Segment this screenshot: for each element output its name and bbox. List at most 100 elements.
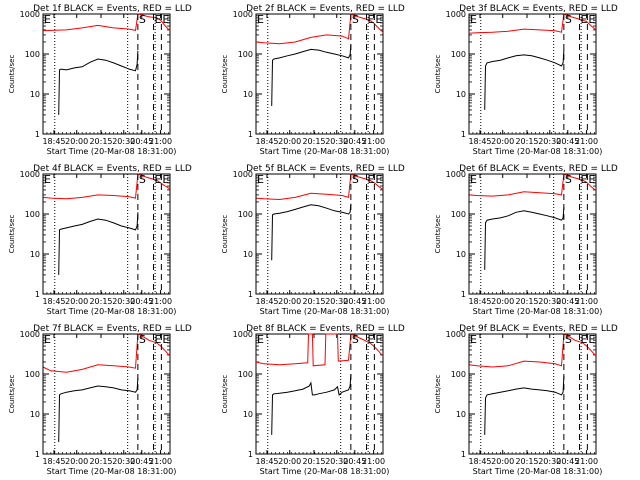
- lld-series-line: [255, 333, 384, 367]
- x-tick-label: 18:45: [255, 457, 278, 466]
- y-tick-label: 10: [243, 90, 253, 99]
- lld-series-line: [42, 173, 171, 200]
- x-tick-label: 20:00: [65, 137, 88, 146]
- y-axis-label: Counts/sec: [8, 375, 16, 414]
- x-tick-label: 20:15: [515, 297, 538, 306]
- x-tick-label: 21:00: [149, 137, 172, 146]
- y-tick-label: 1: [35, 450, 40, 459]
- y-tick-label: 1: [248, 130, 253, 139]
- x-tick-label: 18:45: [255, 137, 278, 146]
- chart-panel-1: Det 1f BLACK = Events, RED = LLD 1 10 100 10…: [8, 4, 192, 156]
- x-tick-label: 20:00: [65, 457, 88, 466]
- event-marker-label: S: [139, 333, 146, 346]
- y-tick-label: 1000: [233, 10, 253, 19]
- event-marker-label: E: [162, 173, 169, 186]
- plot-frame: [468, 333, 597, 455]
- y-tick-label: 10: [30, 250, 40, 259]
- x-tick-label: 20:00: [491, 457, 514, 466]
- x-axis-label: Start Time (20-Mar-08 18:31:00): [260, 467, 390, 476]
- lld-series-line: [255, 13, 384, 45]
- y-tick-label: 1000: [446, 10, 466, 19]
- chart-title: Det 6f BLACK = Events, RED = LLD: [459, 164, 618, 174]
- event-marker-label: E: [155, 173, 162, 186]
- x-tick-label: 20:15: [515, 457, 538, 466]
- chart-panel-7: Det 7f BLACK = Events, RED = LLD 1 10 100 10…: [8, 324, 192, 476]
- chart-title: Det 1f BLACK = Events, RED = LLD: [33, 4, 192, 14]
- event-marker-label: S: [565, 333, 572, 346]
- y-axis-label: Counts/sec: [221, 215, 229, 254]
- y-tick-label: 100: [238, 50, 253, 59]
- x-tick-label: 20:45: [343, 137, 366, 146]
- x-tick-label: 20:30: [112, 297, 135, 306]
- x-tick-label: 21:00: [575, 137, 598, 146]
- event-marker-label: S: [565, 173, 572, 186]
- y-tick-label: 100: [25, 370, 40, 379]
- x-tick-label: 20:30: [325, 137, 348, 146]
- event-marker-label: E: [375, 13, 382, 26]
- event-marker-label: E: [44, 13, 51, 26]
- x-tick-label: 18:45: [468, 457, 491, 466]
- chart-title: Det 5f BLACK = Events, RED = LLD: [246, 164, 405, 174]
- x-tick-label: 20:45: [343, 457, 366, 466]
- x-tick-label: 20:15: [89, 297, 112, 306]
- x-axis-label: Start Time (20-Mar-08 18:31:00): [260, 147, 390, 156]
- event-marker-label: E: [470, 173, 477, 186]
- event-marker-label: E: [162, 13, 169, 26]
- event-marker-label: E: [368, 173, 375, 186]
- x-tick-label: 20:45: [556, 137, 579, 146]
- y-tick-label: 1000: [233, 170, 253, 179]
- event-marker-label: S: [352, 333, 359, 346]
- x-tick-label: 20:15: [89, 137, 112, 146]
- y-tick-label: 1: [248, 450, 253, 459]
- event-marker-label: E: [470, 13, 477, 26]
- event-marker-label: E: [368, 13, 375, 26]
- x-axis-label: Start Time (20-Mar-08 18:31:00): [260, 307, 390, 316]
- events-series-line: [58, 212, 139, 275]
- event-marker-label: E: [257, 13, 264, 26]
- plot-frame: [255, 173, 384, 295]
- x-tick-label: 20:15: [302, 297, 325, 306]
- x-axis-label: Start Time (20-Mar-08 18:31:00): [473, 147, 603, 156]
- chart-title: Det 9f BLACK = Events, RED = LLD: [459, 324, 618, 334]
- chart-title: Det 2f BLACK = Events, RED = LLD: [246, 4, 405, 14]
- x-tick-label: 21:00: [362, 137, 385, 146]
- y-tick-label: 100: [451, 370, 466, 379]
- y-tick-label: 10: [456, 90, 466, 99]
- x-tick-label: 20:30: [325, 297, 348, 306]
- lld-series-line: [468, 333, 597, 368]
- chart-panel-4: Det 4f BLACK = Events, RED = LLD 1 10 100 10…: [8, 164, 192, 316]
- x-tick-label: 21:00: [575, 457, 598, 466]
- chart-panel-8: Det 8f BLACK = Events, RED = LLD 1 10 100 10…: [221, 324, 405, 476]
- x-tick-label: 18:45: [468, 137, 491, 146]
- x-tick-label: 18:45: [42, 137, 65, 146]
- y-axis-label: Counts/sec: [434, 215, 442, 254]
- x-tick-label: 20:45: [130, 297, 153, 306]
- y-axis-label: Counts/sec: [221, 55, 229, 94]
- events-series-line: [271, 373, 352, 435]
- chart-panel-9: Det 9f BLACK = Events, RED = LLD 1 10 100 10…: [434, 324, 618, 476]
- event-marker-label: S: [139, 173, 146, 186]
- lld-series-line: [42, 333, 171, 373]
- chart-title: Det 7f BLACK = Events, RED = LLD: [33, 324, 192, 334]
- x-tick-label: 20:30: [112, 457, 135, 466]
- event-marker-label: E: [257, 333, 264, 346]
- chart-panel-2: Det 2f BLACK = Events, RED = LLD 1 10 100 10…: [221, 4, 405, 156]
- y-axis-label: Counts/sec: [221, 375, 229, 414]
- y-tick-label: 10: [456, 410, 466, 419]
- y-axis-label: Counts/sec: [434, 55, 442, 94]
- x-tick-label: 21:00: [149, 457, 172, 466]
- chart-title: Det 4f BLACK = Events, RED = LLD: [33, 164, 192, 174]
- event-marker-label: E: [588, 173, 595, 186]
- y-tick-label: 10: [243, 250, 253, 259]
- event-marker-label: E: [470, 333, 477, 346]
- x-tick-label: 21:00: [149, 297, 172, 306]
- chart-title: Det 3f BLACK = Events, RED = LLD: [459, 4, 618, 14]
- plot-frame: [42, 13, 171, 135]
- x-axis-label: Start Time (20-Mar-08 18:31:00): [47, 147, 177, 156]
- x-tick-label: 20:00: [278, 137, 301, 146]
- events-series-line: [484, 206, 565, 270]
- y-tick-label: 10: [30, 410, 40, 419]
- event-marker-label: E: [581, 333, 588, 346]
- y-tick-label: 100: [25, 210, 40, 219]
